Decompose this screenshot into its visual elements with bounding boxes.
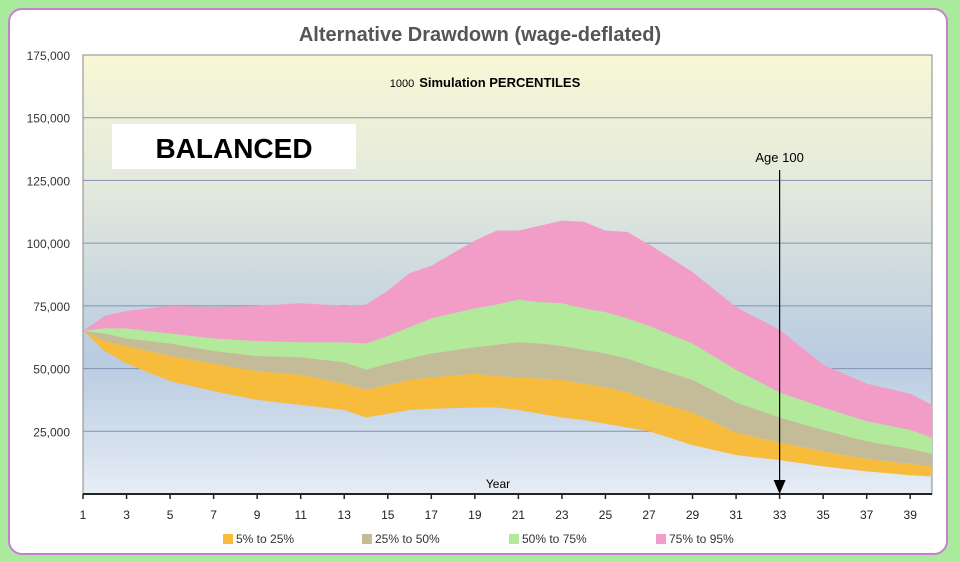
x-tick-label: 25 — [599, 508, 613, 522]
x-tick-label: 7 — [210, 508, 217, 522]
y-tick-label: 75,000 — [33, 300, 70, 314]
x-tick-label: 19 — [468, 508, 482, 522]
legend-label: 25% to 50% — [375, 532, 440, 546]
x-tick-label: 5 — [167, 508, 174, 522]
x-tick-label: 9 — [254, 508, 261, 522]
chart-subtitle: 1000 Simulation PERCENTILES — [390, 75, 581, 90]
band-75-to-95- — [83, 220, 932, 438]
strategy-label-box — [112, 124, 356, 169]
x-tick-label: 1 — [80, 508, 87, 522]
x-axis-label: Year — [486, 477, 510, 491]
band-5-to-25- — [83, 330, 932, 477]
x-tick-label: 37 — [860, 508, 874, 522]
arrow-head-icon — [773, 480, 786, 494]
legend-item: 50% to 75% — [509, 532, 587, 546]
legend-swatch — [656, 534, 666, 544]
x-tick-label: 39 — [904, 508, 918, 522]
x-tick-label: 11 — [294, 508, 307, 522]
legend-label: 50% to 75% — [522, 532, 587, 546]
x-tick-label: 35 — [816, 508, 830, 522]
legend-label: 5% to 25% — [236, 532, 294, 546]
strategy-label: BALANCED — [155, 133, 312, 164]
simulation-count: 1000 — [390, 78, 414, 90]
legend-swatch — [223, 534, 233, 544]
y-tick-label: 50,000 — [33, 363, 70, 377]
chart-title: Alternative Drawdown (wage-deflated) — [299, 24, 661, 46]
x-tick-label: 27 — [642, 508, 656, 522]
x-tick-label: 23 — [555, 508, 569, 522]
x-tick-label: 17 — [425, 508, 439, 522]
x-tick-label: 31 — [729, 508, 743, 522]
age-100-annotation: Age 100 — [755, 150, 803, 165]
x-tick-label: 15 — [381, 508, 395, 522]
legend-item: 75% to 95% — [656, 532, 734, 546]
y-tick-label: 100,000 — [27, 237, 71, 251]
x-tick-label: 33 — [773, 508, 787, 522]
x-tick-label: 21 — [512, 508, 526, 522]
legend-item: 5% to 25% — [223, 532, 294, 546]
legend-swatch — [509, 534, 519, 544]
y-tick-label: 175,000 — [27, 49, 71, 63]
legend-label: 75% to 95% — [669, 532, 734, 546]
x-tick-label: 29 — [686, 508, 700, 522]
y-tick-label: 125,000 — [27, 174, 71, 188]
x-tick-label: 3 — [123, 508, 130, 522]
band-25-to-50- — [83, 330, 932, 467]
legend-swatch — [362, 534, 372, 544]
y-tick-label: 25,000 — [33, 425, 70, 439]
legend-item: 25% to 50% — [362, 532, 440, 546]
band-50-to-75- — [83, 299, 932, 454]
x-tick-label: 13 — [338, 508, 352, 522]
subtitle-text: Simulation PERCENTILES — [419, 75, 580, 90]
y-tick-label: 150,000 — [27, 112, 71, 126]
